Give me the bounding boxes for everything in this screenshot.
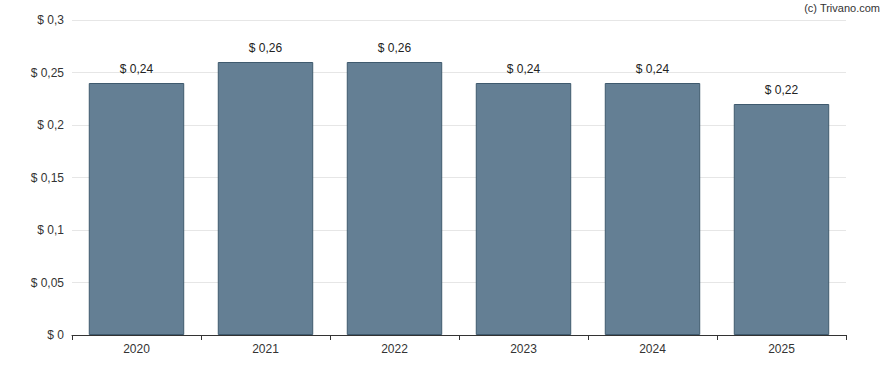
- svg-text:$ 0,26: $ 0,26: [378, 41, 412, 55]
- svg-text:$ 0,05: $ 0,05: [31, 276, 65, 290]
- svg-text:2021: 2021: [252, 342, 279, 356]
- svg-text:$ 0,24: $ 0,24: [507, 62, 541, 76]
- svg-text:$ 0,24: $ 0,24: [636, 62, 670, 76]
- svg-text:$ 0,15: $ 0,15: [31, 171, 65, 185]
- svg-text:$ 0,3: $ 0,3: [37, 13, 64, 27]
- svg-text:$ 0,2: $ 0,2: [37, 118, 64, 132]
- svg-text:$ 0,1: $ 0,1: [37, 223, 64, 237]
- svg-text:$ 0: $ 0: [47, 328, 64, 342]
- svg-text:$ 0,22: $ 0,22: [765, 83, 799, 97]
- svg-text:2025: 2025: [768, 342, 795, 356]
- svg-text:$ 0,24: $ 0,24: [120, 62, 154, 76]
- svg-text:$ 0,26: $ 0,26: [249, 41, 283, 55]
- svg-text:$ 0,25: $ 0,25: [31, 66, 65, 80]
- svg-text:(c) Trivano.com: (c) Trivano.com: [804, 2, 880, 14]
- svg-text:2024: 2024: [639, 342, 666, 356]
- svg-text:2022: 2022: [381, 342, 408, 356]
- svg-text:2020: 2020: [123, 342, 150, 356]
- svg-text:2023: 2023: [510, 342, 537, 356]
